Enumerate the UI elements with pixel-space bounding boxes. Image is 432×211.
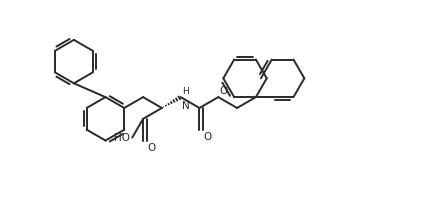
Text: O: O	[203, 132, 212, 142]
Text: HO: HO	[114, 133, 130, 143]
Text: H: H	[182, 87, 188, 96]
Text: N: N	[182, 101, 189, 111]
Text: O: O	[147, 142, 155, 153]
Text: O: O	[219, 86, 228, 96]
